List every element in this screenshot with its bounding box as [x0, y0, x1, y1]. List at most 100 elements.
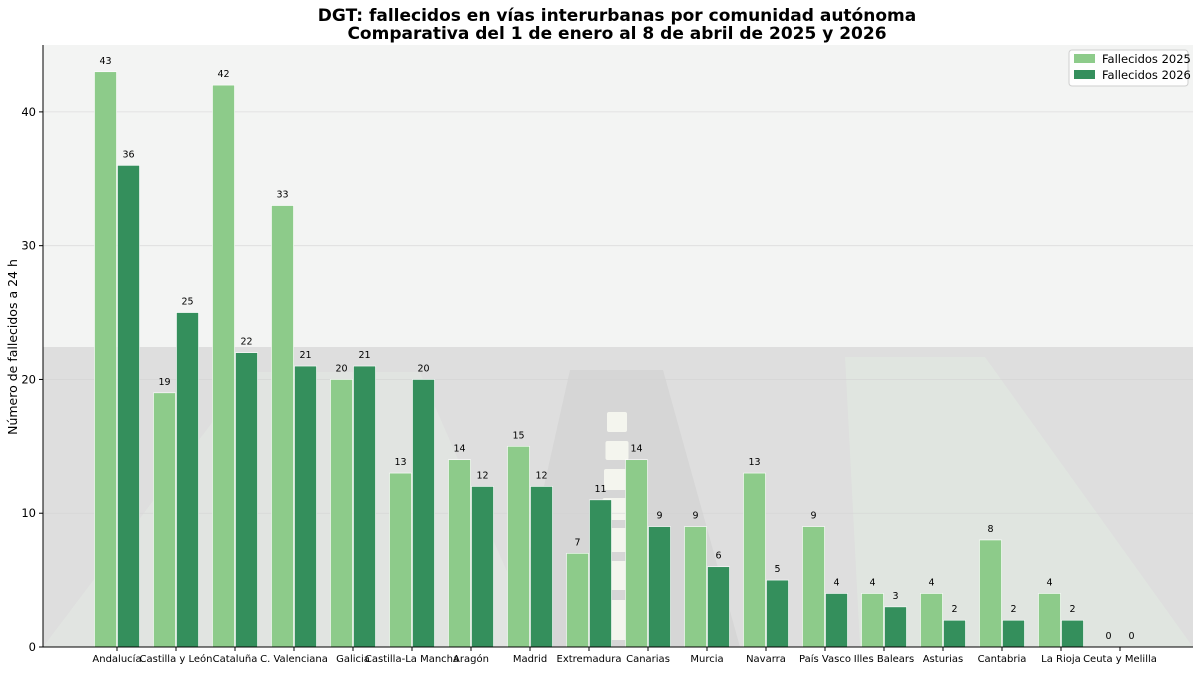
bar-2025 — [566, 553, 589, 648]
data-label-2026: 12 — [535, 470, 547, 481]
bar-2026 — [530, 486, 553, 648]
data-label-2026: 9 — [656, 511, 662, 522]
data-label-2025: 42 — [217, 69, 229, 80]
x-tick-label: Ceuta y Melilla — [1083, 654, 1157, 665]
bar-2025 — [1038, 593, 1061, 648]
data-label-2025: 9 — [692, 511, 698, 522]
y-tick-labels: 0 10 20 30 40 — [21, 105, 43, 654]
right-field-shape — [845, 357, 1193, 647]
bar-2026 — [884, 606, 907, 648]
x-tick-label: País Vasco — [799, 653, 851, 665]
x-tick-label: Illes Balears — [854, 654, 914, 665]
bar-2025 — [94, 71, 117, 648]
road-marking — [604, 469, 630, 490]
bar-2025 — [861, 593, 884, 648]
bar-2025 — [920, 593, 943, 648]
bar-2026 — [294, 365, 317, 648]
data-label-2025: 8 — [987, 524, 993, 535]
data-label-2025: 13 — [394, 457, 406, 468]
data-label-2025: 4 — [869, 577, 875, 588]
x-tick-label: Navarra — [746, 654, 786, 665]
legend-label: Fallecidos 2026 — [1102, 68, 1191, 82]
bar-2025 — [979, 539, 1002, 648]
x-tick-label: La Rioja — [1041, 654, 1081, 665]
data-label-2026: 20 — [417, 363, 429, 374]
chart-title: DGT: fallecidos en vías interurbanas por… — [318, 6, 916, 26]
x-tick-label: Cataluña — [213, 654, 258, 665]
data-label-2026: 21 — [358, 350, 370, 361]
x-tick-label: Murcia — [690, 654, 723, 665]
x-tick-label: Canarias — [626, 654, 670, 665]
data-label-2025: 14 — [453, 444, 465, 455]
bar-2025 — [684, 526, 707, 648]
y-tick-label: 30 — [21, 239, 36, 253]
data-label-2026: 6 — [715, 551, 721, 562]
bar-2026 — [589, 499, 612, 648]
bar-2026 — [766, 579, 789, 648]
y-tick-label: 10 — [21, 506, 36, 520]
data-label-2025: 4 — [928, 577, 934, 588]
data-label-2026: 21 — [299, 350, 311, 361]
data-label-2026: 5 — [774, 564, 780, 575]
data-label-2026: 12 — [476, 470, 488, 481]
y-tick-label: 40 — [21, 105, 36, 119]
bar-2026 — [707, 566, 730, 648]
bar-2025 — [743, 472, 766, 648]
legend-swatch — [1074, 54, 1095, 63]
data-label-2025: 15 — [512, 430, 524, 441]
y-tick-label: 20 — [21, 372, 36, 386]
bar-2026 — [943, 619, 966, 648]
x-tick-label: Castilla-La Mancha — [365, 654, 459, 665]
data-label-2026: 3 — [892, 591, 898, 602]
data-label-2026: 2 — [1069, 604, 1075, 615]
data-label-2025: 33 — [276, 190, 288, 201]
bar-2026 — [412, 379, 435, 648]
x-tick-label: Asturias — [923, 654, 964, 665]
bar-2026 — [176, 312, 199, 648]
bar-2026 — [1061, 619, 1084, 648]
x-tick-label: Aragón — [453, 653, 489, 665]
bar-2026 — [1002, 619, 1025, 648]
data-label-2026: 4 — [833, 577, 839, 588]
data-label-2025: 14 — [630, 444, 642, 455]
data-label-2025: 13 — [748, 457, 760, 468]
bar-2025 — [507, 446, 530, 648]
bar-2025 — [212, 84, 235, 648]
x-tick-label: Cantabria — [978, 654, 1027, 665]
x-tick-label: Madrid — [513, 654, 547, 665]
road-marking — [607, 412, 627, 432]
data-label-2026: 2 — [1010, 604, 1016, 615]
data-label-2026: 25 — [181, 297, 193, 308]
data-label-2026: 11 — [594, 484, 606, 495]
y-tick-label: 0 — [29, 640, 36, 654]
bar-2025 — [389, 472, 412, 648]
data-label-2025: 9 — [810, 511, 816, 522]
bar-2026 — [648, 526, 671, 648]
bar-2026 — [825, 593, 848, 648]
bar-2025 — [271, 205, 294, 648]
data-label-2026: 22 — [240, 337, 252, 348]
bar-2026 — [235, 352, 258, 648]
x-tick-label: Galicia — [336, 654, 370, 665]
legend-label: Fallecidos 2025 — [1102, 52, 1191, 66]
bar-2026 — [353, 365, 376, 648]
data-label-2026: 2 — [951, 604, 957, 615]
data-label-2025: 20 — [335, 363, 347, 374]
x-tick-label: Extremadura — [557, 654, 622, 665]
bar-2025 — [153, 392, 176, 648]
data-label-2025: 0 — [1105, 631, 1111, 642]
data-label-2025: 7 — [574, 537, 580, 548]
legend-swatch — [1074, 70, 1095, 79]
bar-2025 — [802, 526, 825, 648]
bar-2026 — [471, 486, 494, 648]
data-label-2025: 19 — [158, 377, 170, 388]
data-label-2025: 43 — [99, 56, 111, 67]
x-tick-label: Andalucía — [92, 653, 141, 665]
bar-2025 — [448, 459, 471, 648]
legend-box — [1068, 49, 1189, 87]
x-tick-label: C. Valenciana — [260, 654, 328, 665]
